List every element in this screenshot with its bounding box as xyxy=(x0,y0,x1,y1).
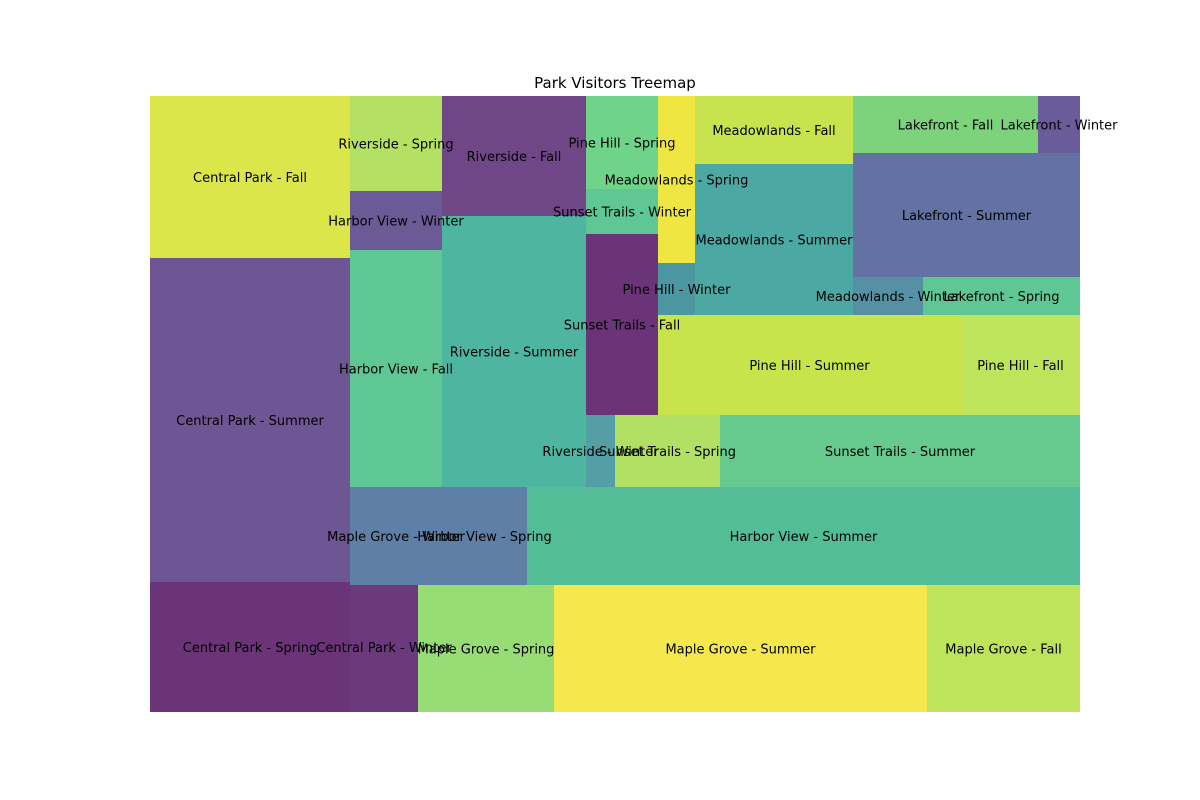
tile-label-riverside-summer: Riverside - Summer xyxy=(450,346,579,361)
tile-central-park-winter xyxy=(350,582,418,712)
tile-harbor-view-summer xyxy=(527,487,1080,585)
tile-label-pine-hill-summer: Pine Hill - Summer xyxy=(749,359,870,374)
tile-meadowlands-spring xyxy=(658,96,695,263)
tile-label-meadowlands-fall: Meadowlands - Fall xyxy=(712,124,835,139)
tile-lakefront-summer xyxy=(853,153,1080,277)
tile-label-maple-grove-winter: Maple Grove - Winter xyxy=(327,530,465,545)
tile-maple-grove-winter xyxy=(350,487,442,585)
tile-label-central-park-winter: Central Park - Winter xyxy=(316,641,452,656)
tile-label-harbor-view-winter: Harbor View - Winter xyxy=(328,215,464,230)
tile-label-maple-grove-spring: Maple Grove - Spring xyxy=(418,643,555,658)
tile-sunset-trails-fall xyxy=(586,234,658,415)
tile-pine-hill-fall xyxy=(961,315,1080,415)
tile-central-park-fall xyxy=(150,96,350,258)
tile-lakefront-fall xyxy=(853,96,1038,153)
tile-label-sunset-trails-spring: Sunset Trails - Spring xyxy=(599,445,736,460)
tile-label-lakefront-spring: Lakefront - Spring xyxy=(943,290,1059,305)
tile-pine-hill-winter xyxy=(658,263,695,315)
tile-meadowlands-fall xyxy=(695,96,853,164)
tile-pine-hill-spring xyxy=(586,96,658,189)
tile-label-riverside-fall: Riverside - Fall xyxy=(467,150,562,165)
tile-label-harbor-view-spring: Harbor View - Spring xyxy=(417,530,552,545)
tile-label-lakefront-winter: Lakefront - Winter xyxy=(1000,119,1118,134)
tile-maple-grove-spring xyxy=(418,585,554,712)
tile-label-pine-hill-fall: Pine Hill - Fall xyxy=(977,359,1064,374)
tile-riverside-spring xyxy=(350,96,442,191)
tile-meadowlands-summer xyxy=(695,164,853,315)
tile-label-sunset-trails-winter: Sunset Trails - Winter xyxy=(553,206,692,221)
chart-title: Park Visitors Treemap xyxy=(534,74,696,92)
tile-harbor-view-winter xyxy=(350,191,442,250)
tile-sunset-trails-spring xyxy=(615,415,720,487)
tile-label-meadowlands-winter: Meadowlands - Winter xyxy=(816,290,961,305)
tile-central-park-summer xyxy=(150,258,350,582)
tile-maple-grove-fall xyxy=(927,585,1080,712)
tile-label-maple-grove-fall: Maple Grove - Fall xyxy=(945,643,1061,658)
tile-label-sunset-trails-fall: Sunset Trails - Fall xyxy=(564,319,681,334)
tile-label-riverside-spring: Riverside - Spring xyxy=(338,138,453,153)
tile-harbor-view-fall xyxy=(350,250,442,487)
tile-label-meadowlands-spring: Meadowlands - Spring xyxy=(605,174,749,189)
tile-label-pine-hill-winter: Pine Hill - Winter xyxy=(623,283,732,298)
tile-label-maple-grove-summer: Maple Grove - Summer xyxy=(665,643,816,658)
tile-label-sunset-trails-summer: Sunset Trails - Summer xyxy=(825,445,976,460)
tile-label-harbor-view-summer: Harbor View - Summer xyxy=(730,530,878,545)
tile-label-meadowlands-summer: Meadowlands - Summer xyxy=(696,234,854,249)
tile-harbor-view-spring xyxy=(442,487,527,585)
tile-label-pine-hill-spring: Pine Hill - Spring xyxy=(568,137,675,152)
tile-meadowlands-winter xyxy=(853,277,923,315)
tile-label-central-park-spring: Central Park - Spring xyxy=(183,641,317,656)
tile-pine-hill-summer xyxy=(658,315,961,415)
tile-central-park-spring xyxy=(150,582,350,712)
tile-riverside-fall xyxy=(442,96,586,216)
treemap-tiles xyxy=(150,96,1080,712)
tile-lakefront-winter xyxy=(1038,96,1080,153)
tile-lakefront-spring xyxy=(923,277,1080,315)
treemap-labels: Central Park - Fall Central Park - Summer… xyxy=(176,119,1118,658)
tile-label-riverside-winter: Riverside - Winter xyxy=(542,445,659,460)
tile-label-central-park-summer: Central Park - Summer xyxy=(176,414,324,429)
tile-label-lakefront-summer: Lakefront - Summer xyxy=(902,209,1032,224)
tile-label-harbor-view-fall: Harbor View - Fall xyxy=(339,363,453,378)
tile-label-lakefront-fall: Lakefront - Fall xyxy=(898,119,994,134)
tile-sunset-trails-winter xyxy=(586,189,658,234)
tile-label-central-park-fall: Central Park - Fall xyxy=(193,171,307,186)
tile-sunset-trails-summer xyxy=(720,415,1080,487)
tile-riverside-summer xyxy=(442,216,586,487)
tile-riverside-winter xyxy=(586,415,615,487)
tile-maple-grove-summer xyxy=(554,585,927,712)
